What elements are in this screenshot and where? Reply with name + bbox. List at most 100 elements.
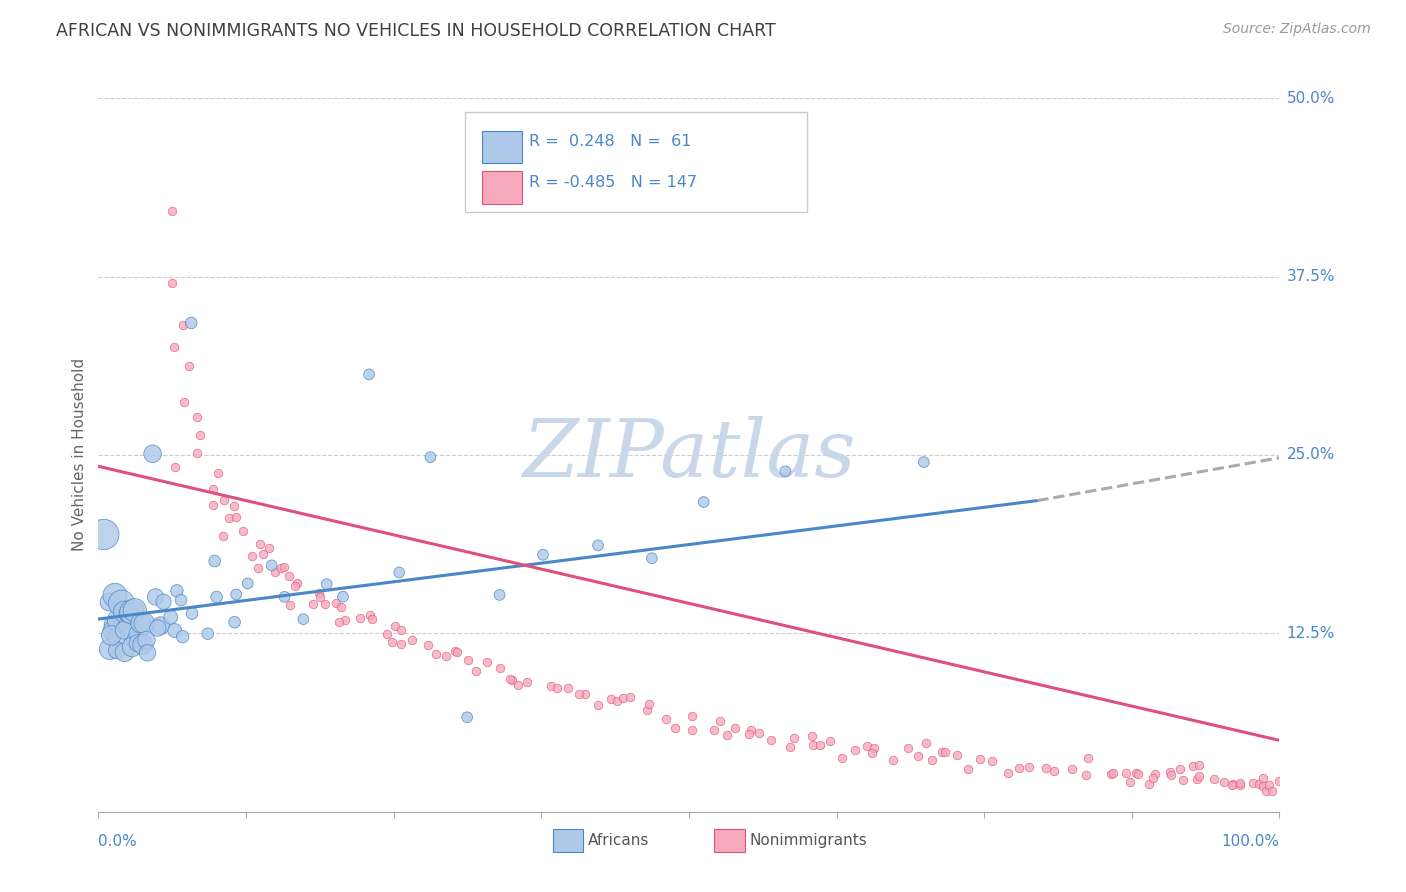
Point xyxy=(456,710,478,724)
Point xyxy=(915,736,938,750)
Point xyxy=(145,82,167,96)
Point xyxy=(93,527,115,541)
Point xyxy=(333,614,356,628)
Point xyxy=(703,723,725,737)
Point xyxy=(934,745,956,759)
Point xyxy=(1035,761,1057,775)
Point xyxy=(302,597,325,611)
Point xyxy=(149,618,172,632)
Point xyxy=(225,510,247,524)
Point xyxy=(1222,777,1244,791)
Point xyxy=(186,446,208,460)
Point xyxy=(956,762,979,776)
Point xyxy=(1257,778,1279,792)
Point xyxy=(844,743,866,757)
Point xyxy=(270,561,292,575)
Point xyxy=(1229,778,1251,792)
Point xyxy=(121,640,143,654)
Text: 50.0%: 50.0% xyxy=(1286,91,1334,105)
Point xyxy=(309,590,332,604)
Point xyxy=(457,653,479,667)
Point xyxy=(180,316,202,330)
Point xyxy=(831,751,853,765)
Point xyxy=(142,447,165,461)
Point xyxy=(501,673,523,687)
Point xyxy=(531,548,554,562)
Point xyxy=(134,616,156,631)
Point xyxy=(98,642,121,657)
Point xyxy=(516,675,538,690)
Point xyxy=(808,738,831,752)
Point xyxy=(641,551,664,566)
Point xyxy=(1241,776,1264,790)
Point xyxy=(222,499,245,513)
Point xyxy=(1220,778,1243,792)
Point xyxy=(172,630,194,644)
Point xyxy=(314,597,336,611)
Point xyxy=(232,524,254,538)
Point xyxy=(664,721,686,735)
Point xyxy=(202,483,225,497)
Point xyxy=(782,731,804,745)
Point xyxy=(800,729,823,743)
Point xyxy=(477,655,499,669)
Point xyxy=(273,590,295,604)
Point xyxy=(586,538,609,552)
Point xyxy=(163,340,186,354)
Point xyxy=(862,741,884,756)
Point xyxy=(278,598,301,612)
Point xyxy=(1137,777,1160,791)
Point xyxy=(115,618,138,632)
Point xyxy=(152,595,174,609)
Point xyxy=(759,732,782,747)
Point xyxy=(997,765,1019,780)
Point xyxy=(1159,765,1181,780)
Point xyxy=(489,661,512,675)
Point xyxy=(882,753,904,767)
Text: ZIPatlas: ZIPatlas xyxy=(522,417,856,493)
Point xyxy=(681,723,703,737)
Point xyxy=(1115,765,1137,780)
Point xyxy=(236,576,259,591)
Point xyxy=(1213,775,1236,789)
Text: AFRICAN VS NONIMMIGRANTS NO VEHICLES IN HOUSEHOLD CORRELATION CHART: AFRICAN VS NONIMMIGRANTS NO VEHICLES IN … xyxy=(56,22,776,40)
Point xyxy=(110,596,132,610)
Point xyxy=(557,681,579,696)
Point xyxy=(1008,761,1031,775)
Text: 0.0%: 0.0% xyxy=(98,834,138,849)
Point xyxy=(247,561,270,575)
Point xyxy=(212,529,235,543)
Point xyxy=(101,624,124,638)
Point xyxy=(260,558,283,573)
Point xyxy=(163,459,186,474)
FancyBboxPatch shape xyxy=(482,130,523,163)
Point xyxy=(162,204,184,219)
Point xyxy=(1018,760,1040,774)
Point xyxy=(375,626,398,640)
Point xyxy=(1119,775,1142,789)
Point xyxy=(600,692,623,706)
Point xyxy=(146,621,169,635)
Text: Nonimmigrants: Nonimmigrants xyxy=(749,833,868,847)
Point xyxy=(329,600,352,615)
Text: Source: ZipAtlas.com: Source: ZipAtlas.com xyxy=(1223,22,1371,37)
Point xyxy=(105,631,128,645)
Point xyxy=(129,615,152,630)
Point xyxy=(114,645,136,659)
Point xyxy=(263,565,285,579)
Point xyxy=(162,276,184,290)
Point xyxy=(692,495,714,509)
Point xyxy=(637,698,659,712)
Point xyxy=(1102,766,1125,780)
Point xyxy=(921,753,943,767)
Text: R =  0.248   N =  61: R = 0.248 N = 61 xyxy=(530,135,692,150)
Point xyxy=(724,722,747,736)
Point xyxy=(488,588,510,602)
Point xyxy=(1185,772,1208,786)
Point xyxy=(108,613,131,627)
Point xyxy=(681,709,703,723)
Point xyxy=(359,608,381,623)
Text: Africans: Africans xyxy=(588,833,650,847)
Point xyxy=(1274,774,1296,789)
Point xyxy=(277,569,299,583)
